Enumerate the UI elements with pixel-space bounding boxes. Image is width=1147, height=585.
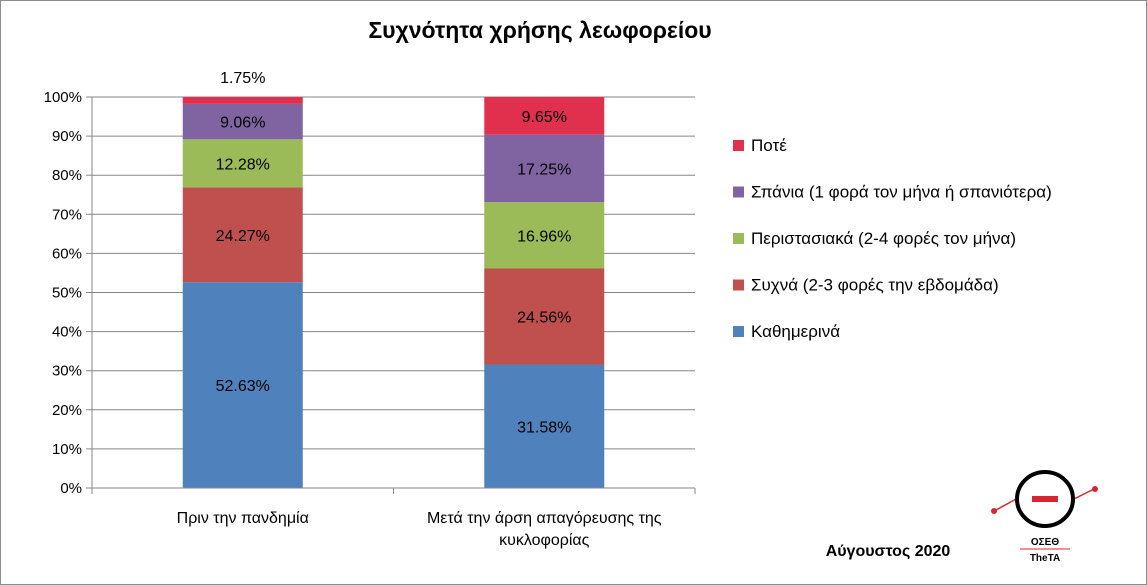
y-tick-label: 0% — [60, 480, 82, 497]
gridlines — [92, 96, 695, 489]
bar-segment — [484, 364, 605, 488]
logo-text-top: ΟΣΕΘ — [1031, 537, 1059, 548]
data-label: 16.96% — [517, 228, 571, 245]
date-label: Αύγουστος 2020 — [826, 543, 951, 560]
legend-label: Ποτέ — [751, 136, 787, 155]
data-label: 17.25% — [517, 161, 571, 178]
legend-label: Συχνά (2-3 φορές την εβδομάδα) — [751, 276, 999, 295]
bar-segment — [182, 97, 303, 104]
y-tick-label: 50% — [52, 285, 82, 302]
legend-label: Καθημερινά — [751, 322, 840, 341]
bar-segment — [484, 202, 605, 269]
osethe-logo: ΟΣΕΘ TheTA — [991, 470, 1098, 564]
y-axis: 0% 10% 20% 30% 40% 50% 60% 70% 80% 90% 100% — [44, 89, 93, 497]
data-label: 24.56% — [517, 310, 571, 327]
legend-swatch — [733, 233, 744, 244]
logo-line-right — [1071, 488, 1095, 501]
y-tick-label: 100% — [44, 89, 82, 106]
logo-bar — [1032, 496, 1058, 502]
x-category-label: Μετά την άρση απαγόρευσης της — [427, 510, 662, 527]
data-label: 12.28% — [216, 156, 270, 173]
logo-line-left — [995, 497, 1019, 511]
logo-dot-left — [991, 508, 997, 514]
data-label: 1.75% — [220, 70, 265, 87]
chart-title: Συχνότητα χρήσης λεωφορείου — [368, 17, 711, 43]
y-tick-label: 60% — [52, 245, 82, 262]
legend-swatch — [733, 326, 744, 337]
x-axis: Πριν την πανδημία Μετά την άρση απαγόρευσ… — [91, 487, 696, 549]
bar-segment — [484, 134, 605, 203]
legend: Ποτέ Σπάνια (1 φορά τον μήνα ή σπανιότερα… — [733, 136, 1052, 341]
y-tick-label: 80% — [52, 167, 82, 184]
data-label: 52.63% — [216, 378, 270, 395]
logo-dot-right — [1092, 486, 1098, 492]
y-tick-label: 90% — [52, 128, 82, 145]
data-label: 31.58% — [517, 419, 571, 436]
bar-segment — [182, 103, 303, 140]
x-category-label: κυκλοφορίας — [499, 532, 590, 549]
y-tick-label: 20% — [52, 402, 82, 419]
y-tick-label: 30% — [52, 363, 82, 380]
data-label: 24.27% — [216, 228, 270, 245]
bar-segment — [484, 268, 605, 365]
data-label: 9.06% — [220, 115, 265, 132]
legend-swatch — [733, 140, 744, 151]
bar-segment — [182, 187, 303, 283]
y-tick-label: 70% — [52, 206, 82, 223]
bar-segment — [484, 97, 605, 135]
data-label: 9.65% — [522, 109, 567, 126]
y-tick-label: 10% — [52, 441, 82, 458]
legend-swatch — [733, 279, 744, 291]
logo-text-bottom: TheTA — [1030, 553, 1060, 564]
legend-label: Περιστασιακά (2-4 φορές τον μήνα) — [751, 229, 1016, 248]
legend-label: Σπάνια (1 φορά τον μήνα ή σπανιότερα) — [751, 183, 1052, 202]
bar-segment — [182, 139, 303, 188]
y-tick-label: 40% — [52, 324, 82, 341]
bars: 52.63% 24.27% 12.28% 9.06% 1.75% 31.58% 24.56%… — [182, 70, 605, 488]
legend-swatch — [733, 186, 744, 198]
bar-segment — [182, 282, 303, 488]
x-category-label: Πριν την πανδημία — [177, 510, 309, 527]
